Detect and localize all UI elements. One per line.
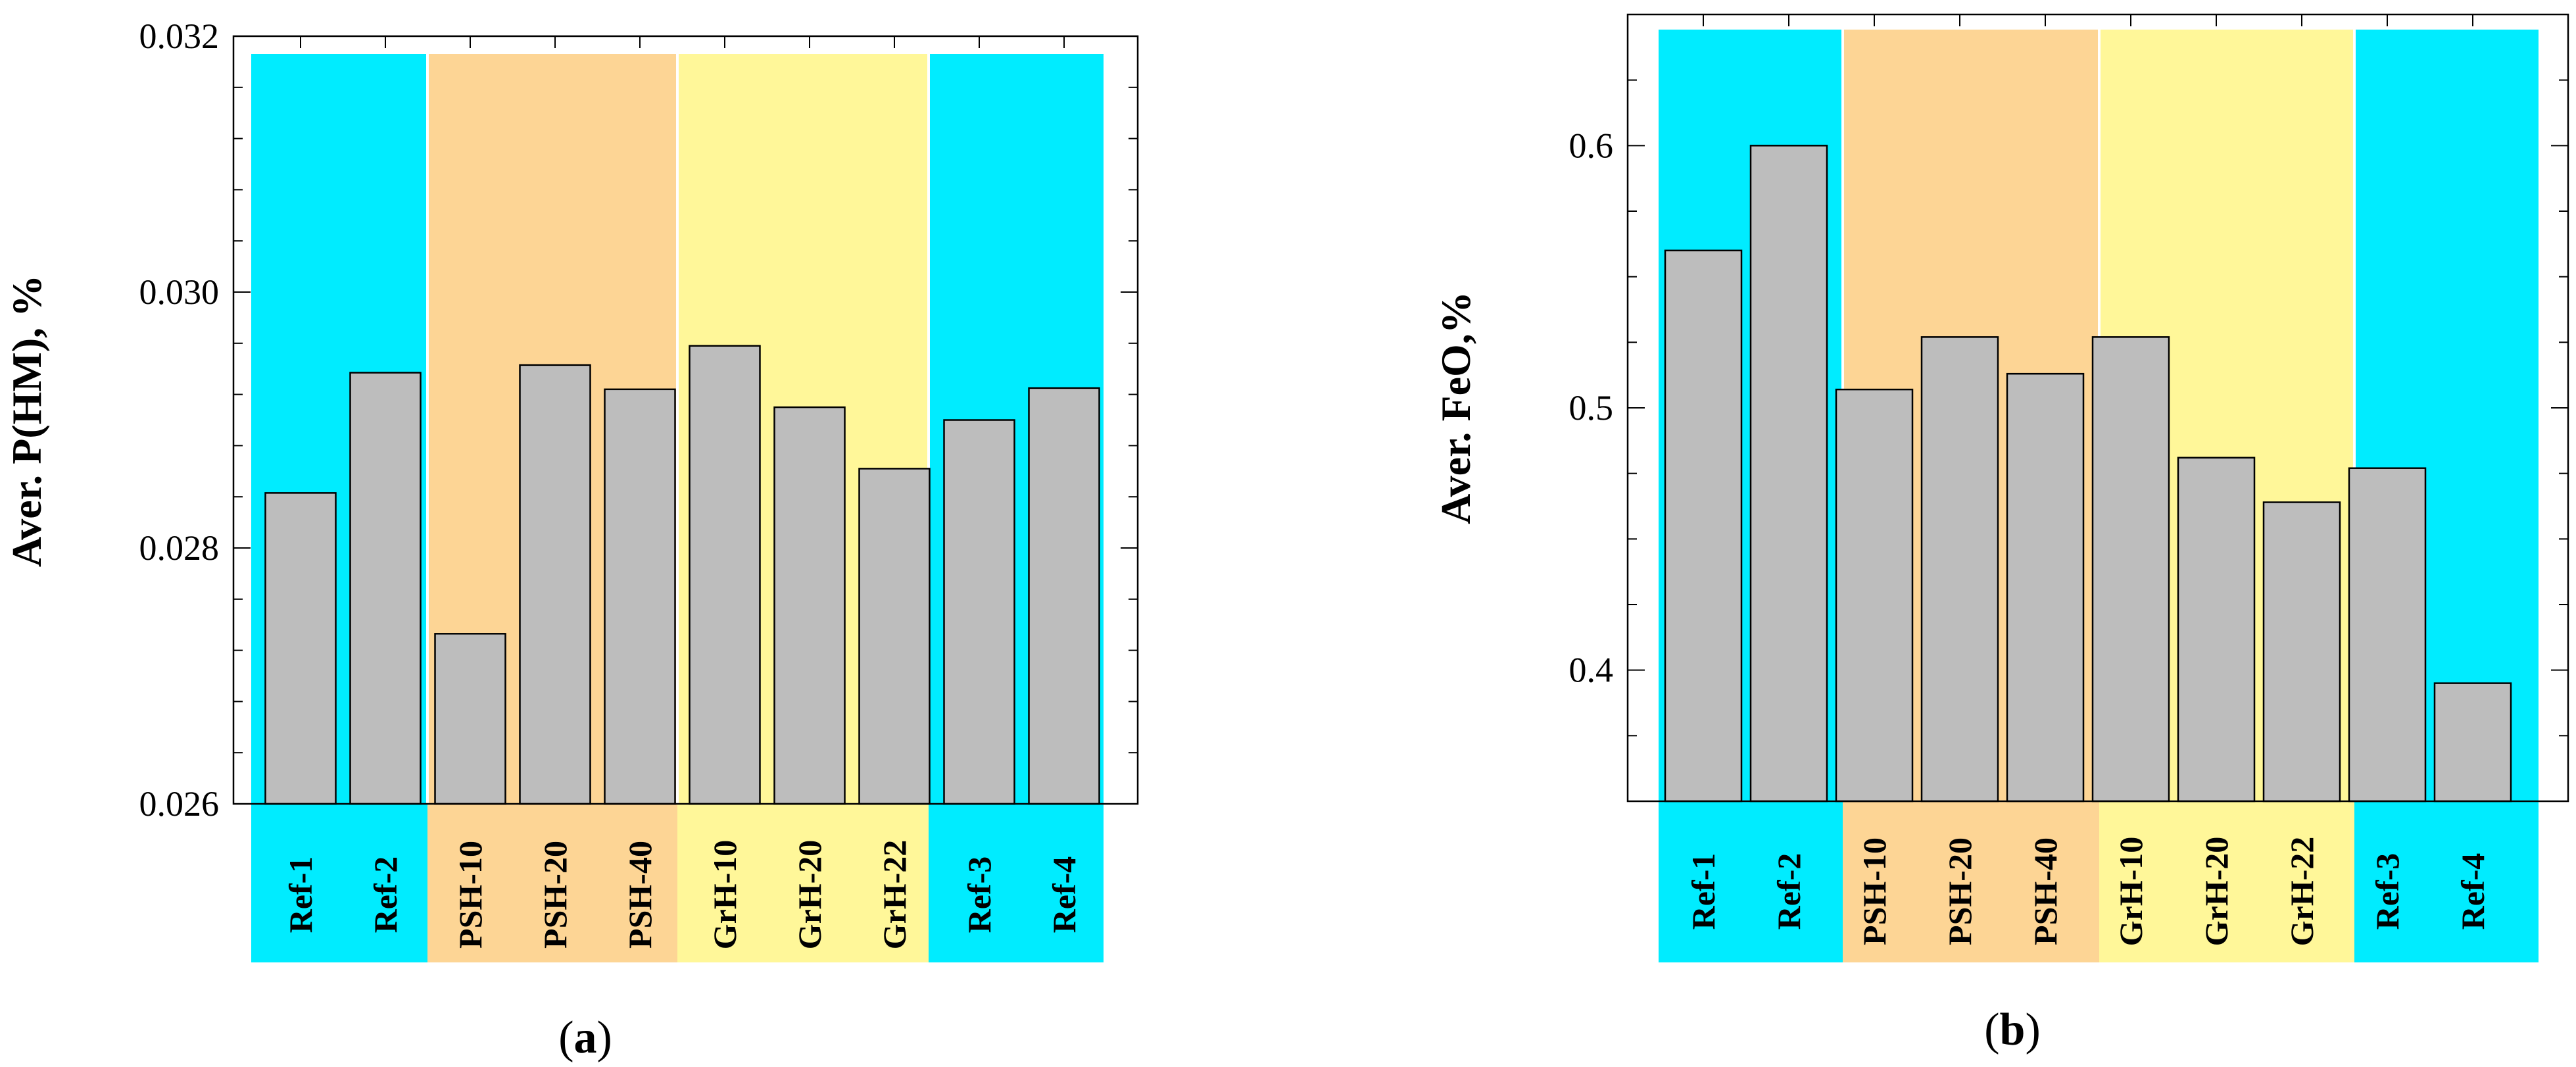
category-label-psh-10-b: PSH-10	[1856, 837, 1893, 945]
category-label-grh-20-a: GrH-20	[791, 840, 828, 950]
bar-grh-10-a	[689, 345, 761, 805]
category-label-grh-10-a: GrH-10	[706, 840, 743, 950]
y-tick-label-b: 0.5	[1569, 388, 1614, 428]
category-label-ref-3-a: Ref-3	[961, 856, 998, 933]
category-label-psh-40-a: PSH-40	[621, 841, 658, 949]
bar-psh-40-a	[604, 388, 676, 805]
bar-ref-2-a	[349, 372, 422, 805]
category-label-grh-20-b: GrH-20	[2198, 837, 2235, 947]
bar-psh-10-b	[1835, 388, 1914, 803]
category-label-ref-4-b: Ref-4	[2454, 853, 2491, 930]
caption-paren-open: (	[558, 1012, 573, 1063]
bar-ref-4-a	[1028, 387, 1100, 805]
category-label-grh-22-a: GrH-22	[876, 840, 913, 950]
plot-frame-a	[232, 35, 1139, 805]
category-label-ref-1-b: Ref-1	[1685, 853, 1722, 930]
panel-a: 0.026 0.028 0.030 0.032 Ref-1 Ref-2 PSH-10 PSH-…	[3, 16, 1139, 1063]
bar-grh-20-b	[2177, 457, 2256, 803]
category-label-ref-4-a: Ref-4	[1046, 856, 1082, 933]
category-label-grh-10-b: GrH-10	[2112, 837, 2149, 947]
bar-grh-20-a	[773, 406, 846, 805]
y-tick-label-a: 0.028	[139, 528, 220, 568]
y-axis-title-b: Aver. FeO,%	[1432, 291, 1479, 524]
bar-grh-22-b	[2262, 501, 2341, 803]
caption-letter: b	[2000, 1005, 2026, 1055]
bar-grh-22-a	[858, 468, 931, 805]
y-axis-title-a: Aver. P(HM), %	[3, 275, 50, 567]
caption-paren-close: )	[597, 1012, 612, 1063]
bar-ref-3-a	[943, 419, 1015, 805]
bar-ref-3-b	[2348, 467, 2427, 803]
category-label-psh-20-b: PSH-20	[1941, 837, 1978, 945]
bar-psh-20-b	[1920, 336, 1999, 803]
caption-paren-open: (	[1984, 1005, 1999, 1055]
panel-b: 0.4 0.5 0.6 Ref-1 Ref-2 PSH-10 PSH-20 PSH-40 GrH…	[1432, 13, 2569, 1055]
category-label-psh-10-a: PSH-10	[452, 841, 489, 949]
bar-psh-40-b	[2006, 372, 2085, 803]
panel-caption-b: (b)	[1984, 1005, 2041, 1055]
category-label-ref-2-b: Ref-2	[1770, 853, 1807, 930]
y-tick-label-a: 0.030	[139, 272, 220, 312]
y-tick-label-b: 0.4	[1569, 651, 1614, 690]
category-label-psh-40-b: PSH-40	[2027, 837, 2064, 945]
y-tick-label-a: 0.026	[139, 784, 220, 824]
caption-paren-close: )	[2025, 1005, 2040, 1055]
category-label-psh-20-a: PSH-20	[537, 841, 573, 949]
category-label-grh-22-b: GrH-22	[2283, 837, 2320, 947]
bar-psh-10-a	[434, 633, 506, 805]
bar-ref-2-b	[1749, 145, 1828, 803]
bar-grh-10-b	[2091, 336, 2170, 803]
category-label-ref-1-a: Ref-1	[282, 856, 319, 933]
caption-letter: a	[574, 1012, 597, 1063]
panel-caption-a: (a)	[558, 1012, 612, 1063]
bar-ref-1-a	[264, 492, 337, 805]
bar-ref-4-b	[2433, 682, 2512, 803]
bar-ref-1-b	[1664, 249, 1743, 803]
category-label-ref-3-b: Ref-3	[2369, 853, 2406, 930]
y-tick-label-b: 0.6	[1569, 126, 1614, 165]
bar-psh-20-a	[519, 364, 591, 805]
y-tick-label-a: 0.032	[139, 16, 220, 56]
category-label-ref-2-a: Ref-2	[367, 856, 404, 933]
